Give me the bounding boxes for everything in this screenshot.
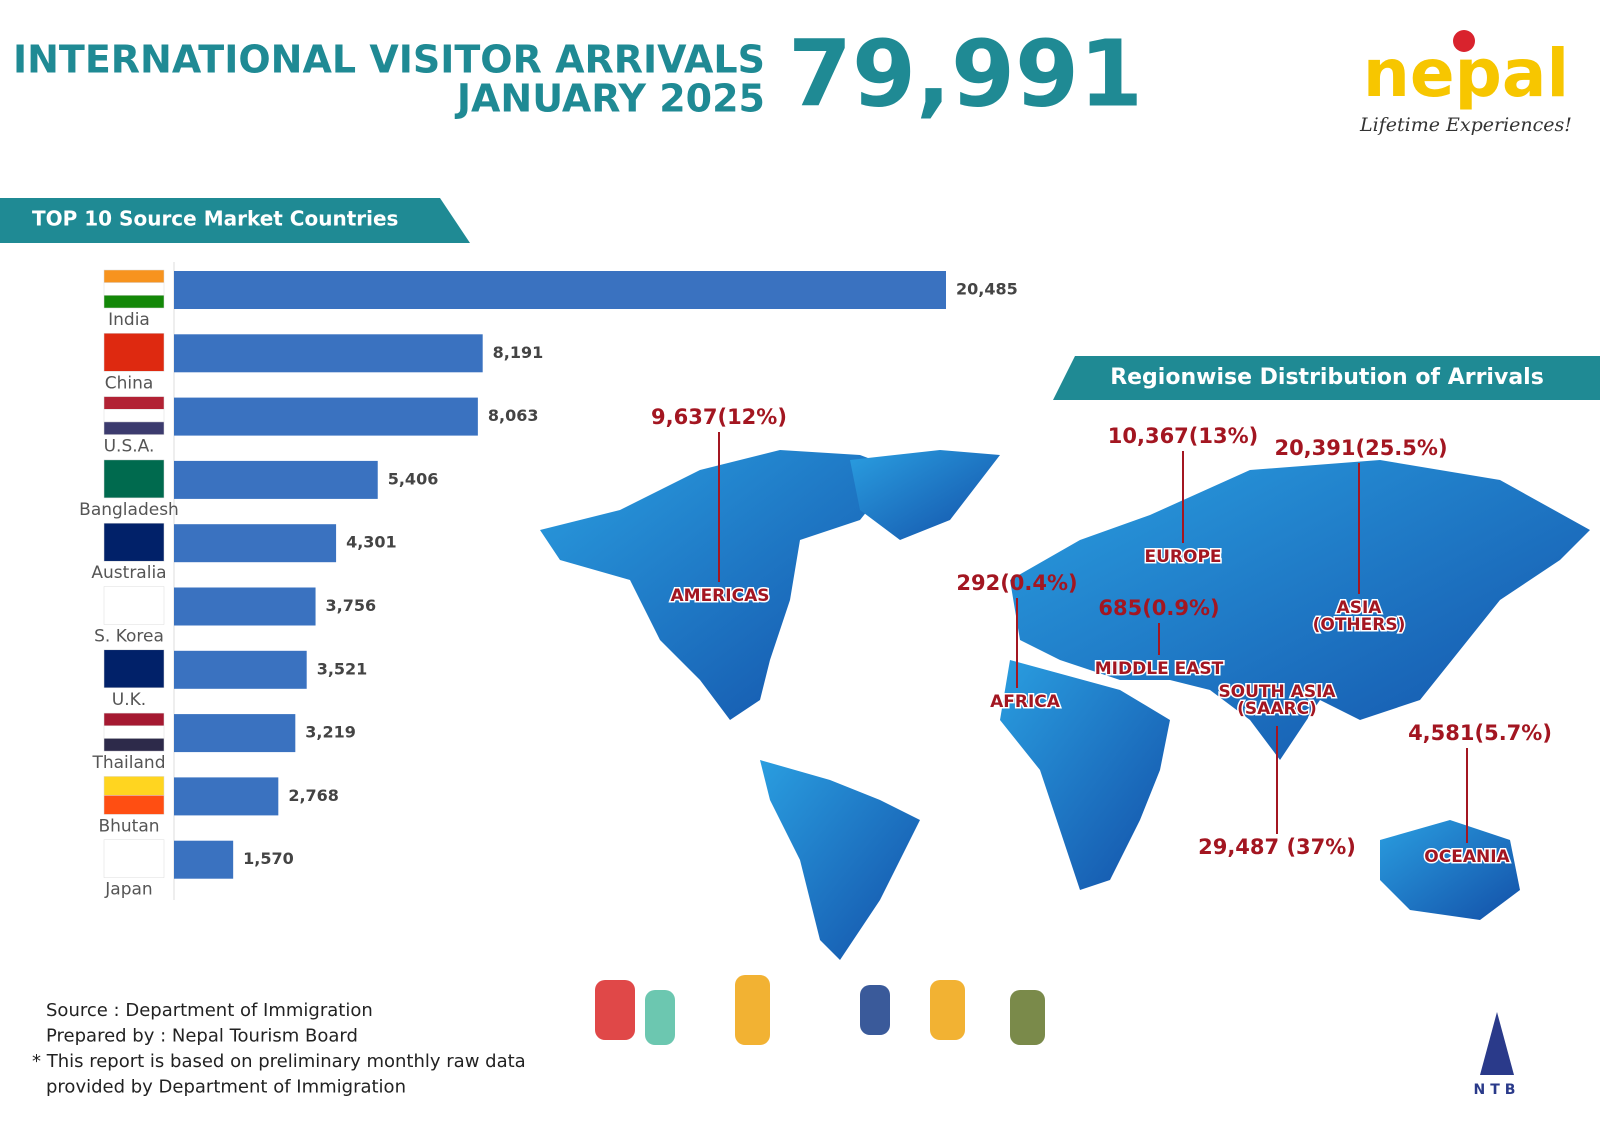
- footer-line: provided by Department of Immigration: [46, 1077, 406, 1098]
- category-label: China: [105, 373, 154, 393]
- footer-line: * This report is based on preliminary mo…: [32, 1051, 526, 1072]
- region-value: 685(0.9%): [1098, 596, 1219, 620]
- region-name: ASIA: [1337, 598, 1383, 618]
- region-value: 4,581(5.7%): [1408, 721, 1552, 745]
- bar: [174, 777, 279, 816]
- bar-title: TOP 10 Source Market Countries: [32, 207, 398, 231]
- title-line1: INTERNATIONAL VISITOR ARRIVALS: [13, 38, 765, 82]
- flag: [103, 409, 165, 423]
- tagline: Lifetime Experiences!: [1359, 114, 1572, 136]
- title-line2: JANUARY 2025: [454, 77, 765, 121]
- bar: [174, 524, 337, 563]
- category-label: Thailand: [91, 753, 165, 773]
- flag: [103, 839, 165, 878]
- flag: [103, 396, 165, 410]
- map-title: Regionwise Distribution of Arrivals: [1110, 365, 1544, 390]
- region-name: OCEANIA: [1424, 847, 1510, 867]
- value-label: 1,570: [243, 849, 294, 868]
- flag: [103, 776, 165, 796]
- region-name: (OTHERS): [1313, 615, 1406, 635]
- footer-line: Source : Department of Immigration: [46, 1000, 373, 1021]
- value-label: 8,063: [488, 406, 539, 425]
- map-section-banner: [1053, 356, 1600, 400]
- region-name: MIDDLE EAST: [1095, 659, 1224, 679]
- footer-line: Prepared by : Nepal Tourism Board: [46, 1026, 358, 1047]
- region-name: AMERICAS: [671, 586, 770, 606]
- flag: [103, 269, 165, 283]
- flag: [103, 421, 165, 435]
- region-value: 9,637(12%): [651, 405, 787, 429]
- category-label: Australia: [91, 563, 166, 583]
- world-map: [540, 450, 1590, 960]
- value-label: 8,191: [493, 343, 544, 362]
- flag: [103, 282, 165, 296]
- total-arrivals: 79,991: [788, 20, 1143, 127]
- flag: [103, 522, 165, 562]
- flag: [103, 295, 165, 309]
- category-label: Bhutan: [98, 816, 159, 836]
- region-value: 20,391(25.5%): [1274, 436, 1447, 460]
- category-label: Japan: [104, 880, 152, 900]
- bar: [174, 334, 483, 373]
- value-label: 4,301: [346, 533, 397, 552]
- flag: [103, 725, 165, 739]
- bar: [174, 714, 296, 753]
- logo: nepal: [1363, 35, 1569, 112]
- region-name: SOUTH ASIA: [1218, 682, 1336, 702]
- travellers-illustration: [595, 975, 1045, 1045]
- bar-section-banner: [0, 198, 470, 243]
- bar: [174, 650, 307, 689]
- region-name: EUROPE: [1144, 547, 1221, 567]
- bar: [174, 397, 478, 436]
- category-label: U.K.: [112, 690, 146, 710]
- flag: [103, 649, 165, 689]
- category-label: S. Korea: [94, 627, 164, 647]
- flag: [103, 333, 165, 372]
- value-label: 20,485: [956, 280, 1018, 299]
- flag: [103, 795, 165, 815]
- category-label: India: [108, 310, 150, 330]
- bar: [174, 271, 946, 309]
- region-name: (SAARC): [1237, 699, 1317, 719]
- ntb-logo: NTB: [1474, 1082, 1521, 1098]
- region-value: 29,487 (37%): [1198, 835, 1356, 859]
- value-label: 2,768: [288, 786, 339, 805]
- category-label: Bangladesh: [79, 500, 179, 520]
- flag: [103, 738, 165, 752]
- logo-dot: [1453, 30, 1475, 52]
- value-label: 5,406: [388, 469, 439, 488]
- value-label: 3,521: [317, 659, 368, 678]
- bar: [174, 587, 316, 626]
- value-label: 3,219: [305, 723, 356, 742]
- value-label: 3,756: [326, 596, 377, 615]
- region-name: AFRICA: [990, 692, 1061, 712]
- flag: [103, 459, 165, 499]
- bar: [174, 840, 234, 879]
- region-value: 292(0.4%): [956, 571, 1077, 595]
- flag: [103, 712, 165, 727]
- ntb-emblem: [1480, 1012, 1514, 1075]
- bar: [174, 460, 378, 499]
- flag: [103, 586, 165, 625]
- region-value: 10,367(13%): [1108, 424, 1259, 448]
- category-label: U.S.A.: [104, 437, 155, 457]
